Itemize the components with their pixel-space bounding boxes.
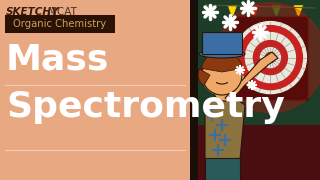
Polygon shape (228, 5, 237, 19)
Bar (205, 158, 240, 180)
Polygon shape (205, 95, 245, 160)
Polygon shape (225, 52, 278, 100)
Bar (202, 32, 242, 54)
Circle shape (253, 41, 287, 75)
Circle shape (215, 3, 320, 113)
Circle shape (268, 56, 272, 60)
Circle shape (238, 26, 302, 90)
Circle shape (202, 55, 242, 95)
Circle shape (245, 33, 295, 83)
Text: Organic Chemistry: Organic Chemistry (13, 19, 107, 29)
Ellipse shape (214, 83, 236, 101)
Bar (198, 125, 320, 180)
Text: Mass: Mass (6, 42, 109, 76)
Bar (198, 0, 320, 125)
Ellipse shape (199, 50, 245, 58)
Wedge shape (201, 51, 243, 72)
Circle shape (234, 22, 307, 94)
Polygon shape (293, 5, 303, 19)
Text: Spectrometry: Spectrometry (6, 90, 285, 124)
Circle shape (265, 53, 276, 63)
Bar (190, 0, 320, 180)
Polygon shape (271, 5, 281, 19)
Wedge shape (198, 69, 210, 85)
Polygon shape (205, 5, 215, 19)
Bar (232, 16, 308, 100)
Text: SKETCHY: SKETCHY (6, 7, 60, 17)
Circle shape (260, 48, 280, 68)
Polygon shape (249, 5, 260, 19)
Bar (5, 15, 115, 33)
Text: MCAT: MCAT (48, 7, 77, 17)
